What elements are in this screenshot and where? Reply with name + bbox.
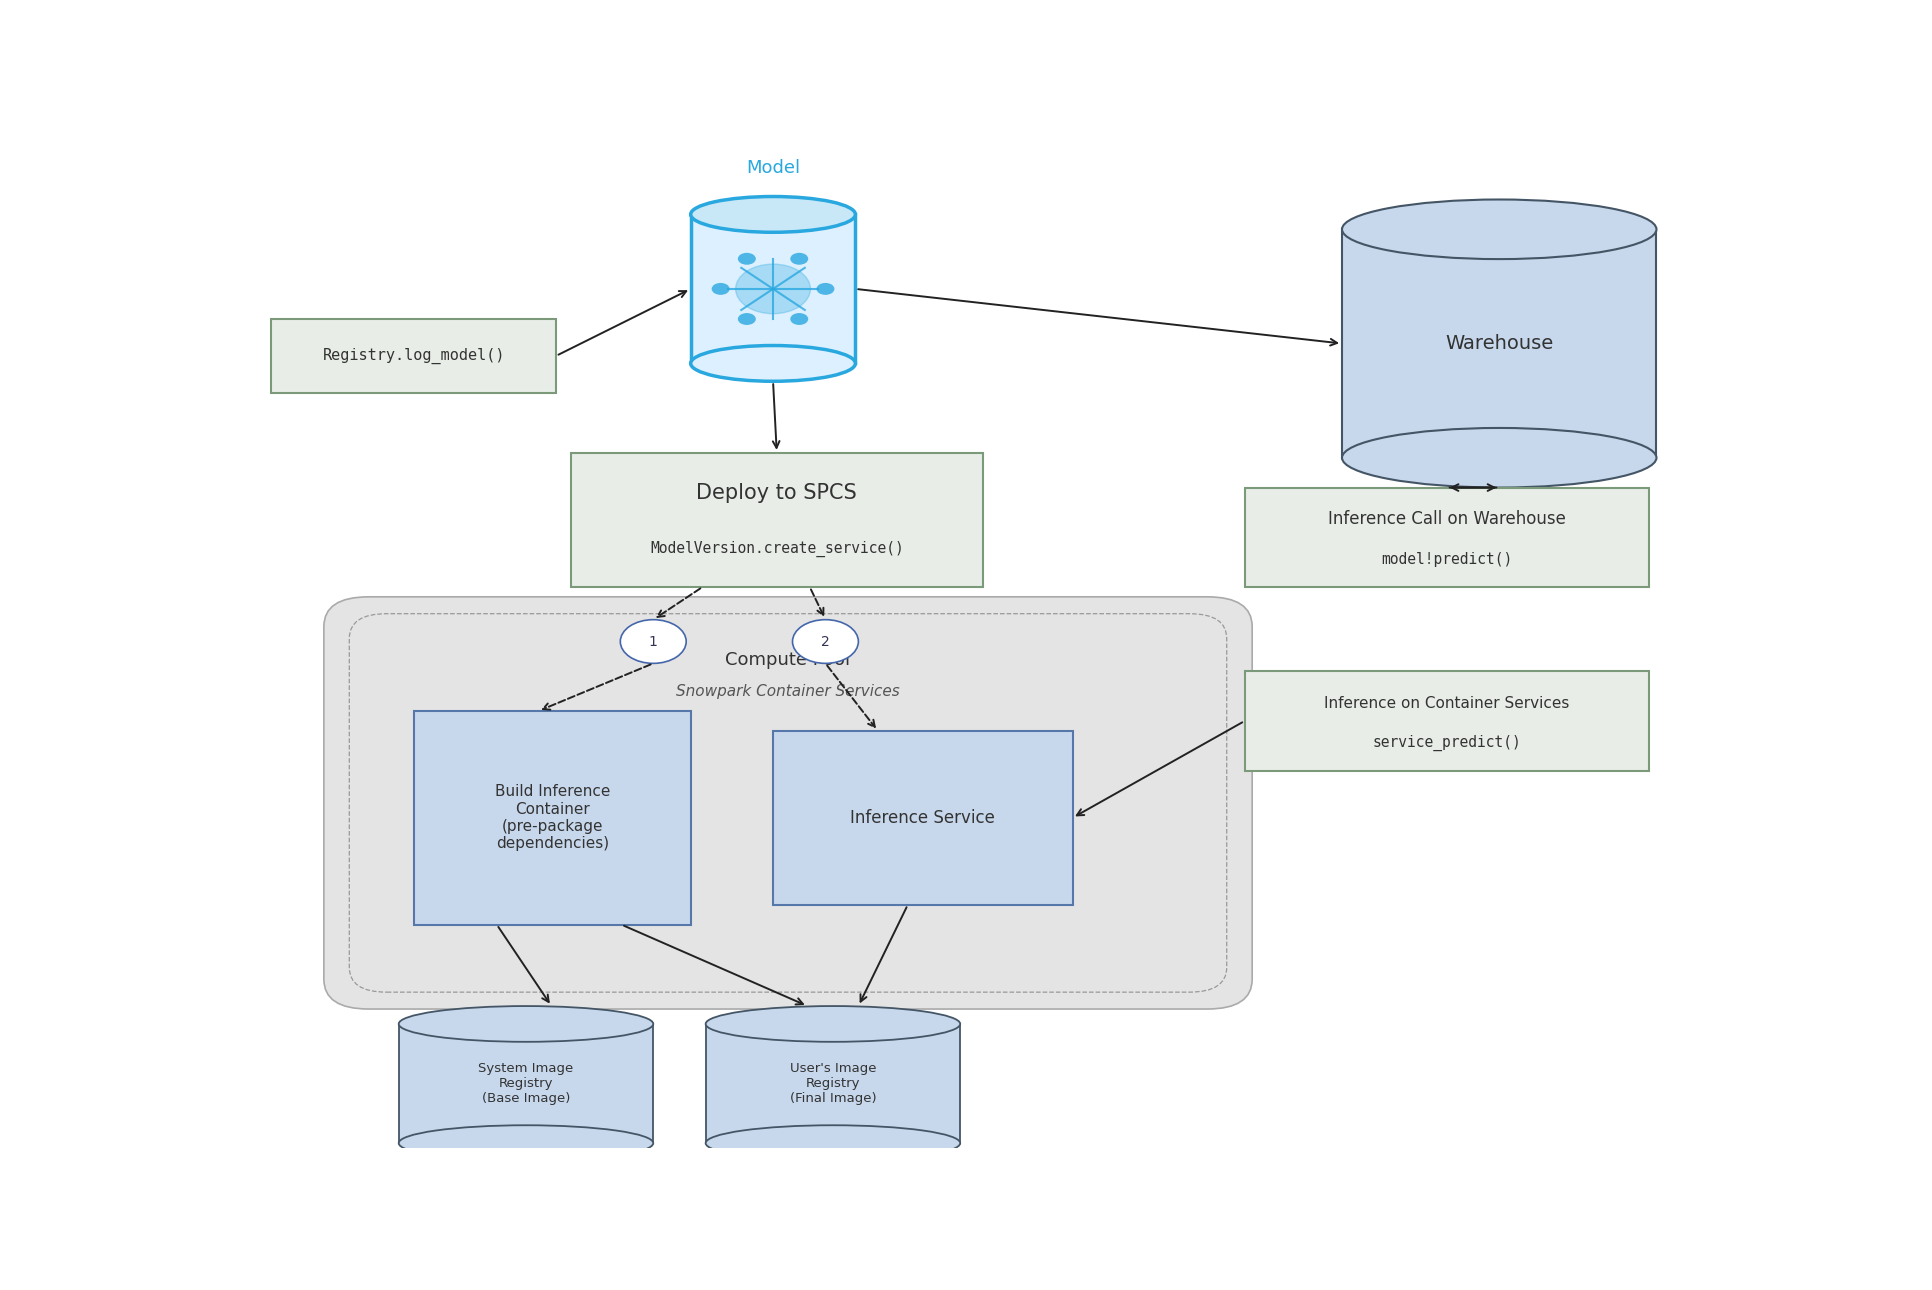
Text: model!predict(): model!predict() (1381, 552, 1513, 566)
Ellipse shape (1343, 200, 1656, 259)
Text: Registry.log_model(): Registry.log_model() (323, 348, 504, 364)
Text: Build Inference
Container
(pre-package
dependencies): Build Inference Container (pre-package d… (495, 784, 611, 851)
FancyBboxPatch shape (325, 597, 1252, 1009)
Ellipse shape (692, 196, 856, 232)
Text: ModelVersion.create_service(): ModelVersion.create_service() (649, 542, 904, 557)
FancyBboxPatch shape (1244, 488, 1650, 587)
Text: Inference on Container Services: Inference on Container Services (1323, 695, 1569, 711)
Ellipse shape (705, 1006, 960, 1042)
Text: Deploy to SPCS: Deploy to SPCS (696, 482, 858, 503)
Circle shape (736, 264, 811, 313)
FancyBboxPatch shape (572, 453, 983, 587)
Circle shape (738, 313, 755, 325)
Bar (398, 1024, 653, 1143)
Text: User's Image
Registry
(Final Image): User's Image Registry (Final Image) (790, 1062, 877, 1106)
Circle shape (817, 283, 835, 295)
Text: Warehouse: Warehouse (1445, 334, 1553, 353)
Text: Inference Service: Inference Service (850, 809, 995, 827)
Circle shape (792, 619, 858, 663)
Bar (692, 214, 856, 364)
Text: 2: 2 (821, 635, 831, 649)
Ellipse shape (398, 1006, 653, 1042)
FancyBboxPatch shape (773, 731, 1072, 904)
Circle shape (790, 253, 808, 264)
FancyBboxPatch shape (413, 711, 692, 925)
FancyBboxPatch shape (270, 319, 556, 393)
Circle shape (790, 313, 808, 325)
Circle shape (738, 253, 755, 264)
Ellipse shape (692, 346, 856, 382)
Ellipse shape (398, 1125, 653, 1161)
Circle shape (711, 283, 730, 295)
Circle shape (620, 619, 686, 663)
Ellipse shape (1343, 428, 1656, 488)
FancyBboxPatch shape (1244, 671, 1650, 770)
Text: Compute Pool: Compute Pool (724, 651, 850, 670)
Text: Model: Model (746, 159, 800, 177)
Text: Inference Call on Warehouse: Inference Call on Warehouse (1327, 511, 1565, 529)
Text: Snowpark Container Services: Snowpark Container Services (676, 684, 900, 699)
Text: service_predict(): service_predict() (1372, 735, 1520, 751)
Text: System Image
Registry
(Base Image): System Image Registry (Base Image) (479, 1062, 574, 1106)
Bar (1343, 230, 1656, 458)
Text: 1: 1 (649, 635, 657, 649)
Bar (705, 1024, 960, 1143)
Ellipse shape (705, 1125, 960, 1161)
